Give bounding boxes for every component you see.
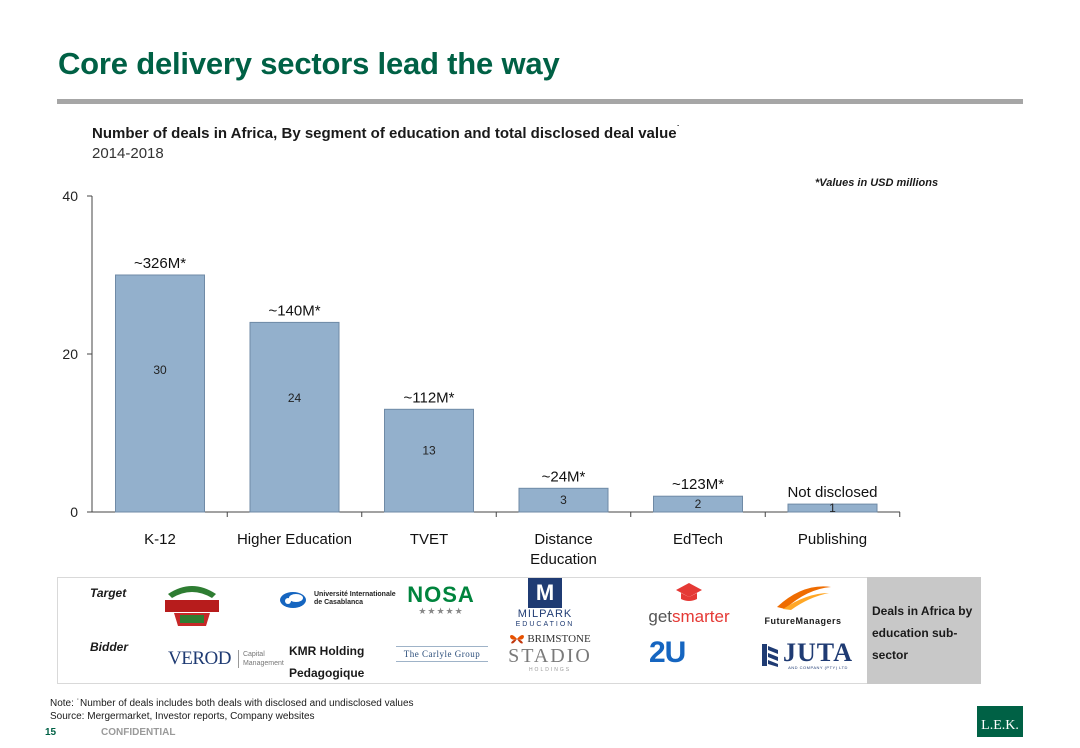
futuremanagers-target-logo: FutureManagers	[760, 581, 846, 626]
milpark-letter: M	[528, 578, 562, 608]
getsmarter-part2: smarter	[672, 607, 730, 626]
deal-value-label: ~326M*	[134, 255, 186, 272]
chart-title-marker: ˙	[676, 124, 680, 134]
uic-line1: Université Internationale	[314, 591, 396, 598]
milpark-target-logo: M MILPARK EDUCATION	[512, 578, 578, 629]
stadio-name: STADIO	[508, 645, 592, 667]
deal-value-label: Not disclosed	[787, 484, 877, 501]
kmr-bidder-logo: KMR Holding Pedagogique	[289, 640, 364, 684]
bar-value-label: 1	[829, 501, 836, 515]
k12-target-logo	[162, 580, 222, 633]
chart-subtitle: 2014-2018	[92, 145, 164, 162]
stadio-holdings: HOLDINGS	[528, 667, 572, 673]
milpark-name: MILPARK	[517, 608, 573, 620]
y-tick-label: 0	[70, 504, 78, 520]
x-tick-label: K-12	[144, 531, 176, 548]
futuremanagers-name: FutureManagers	[764, 616, 842, 626]
lek-logo: L.E.K.	[977, 706, 1023, 737]
bar	[384, 408, 474, 513]
bar-value-label: 24	[288, 391, 302, 405]
footnote-line1: Note: ˙Number of deals includes both dea…	[50, 698, 414, 709]
y-tick-label: 40	[62, 188, 78, 204]
verod-sub1: Capital	[242, 651, 265, 658]
verod-bidder-logo: VEROD Capital Management	[168, 648, 284, 670]
getsmarter-target-logo: getsmarter	[647, 581, 731, 626]
x-tick-label: Publishing	[798, 531, 867, 548]
carlyle-bidder-logo: The Carlyle Group	[396, 646, 488, 662]
uic-emblem-icon	[280, 592, 306, 608]
bar-value-label: 2	[695, 497, 702, 511]
bar-value-label: 13	[422, 443, 436, 457]
bar-value-label: 3	[560, 493, 567, 507]
bar	[249, 321, 340, 513]
side-label-box: Deals in Africa by education sub-sector	[867, 577, 981, 684]
nosa-name: NOSA	[407, 582, 475, 607]
swoosh-icon	[777, 586, 831, 610]
bar	[115, 274, 205, 513]
target-row-label: Target	[90, 586, 127, 600]
brimstone-name: BRIMSTONE	[527, 633, 591, 645]
bar	[653, 495, 743, 513]
juta-name: JUTA	[783, 638, 853, 667]
stadio-bidder-logo: BRIMSTONE STADIO HOLDINGS	[502, 633, 598, 673]
uic-line2: de Casablanca	[314, 599, 364, 606]
butterfly-icon	[510, 635, 525, 644]
deal-value-label: ~112M*	[403, 389, 454, 406]
graduation-cap-icon	[676, 583, 702, 601]
x-tick-label: TVET	[410, 531, 448, 548]
bar-value-label: 30	[153, 363, 167, 377]
uic-target-logo: Université Internationale de Casablanca	[278, 588, 396, 610]
bar	[518, 487, 609, 513]
juta-bidder-logo: JUTA AND COMPANY (PTY) LTD	[760, 640, 853, 670]
x-tick-label: Distance Education	[530, 531, 597, 568]
deal-value-label: ~140M*	[268, 302, 320, 319]
juta-sub: AND COMPANY (PTY) LTD	[788, 665, 848, 670]
deal-value-label: ~24M*	[542, 468, 586, 485]
y-tick-label: 20	[62, 346, 78, 362]
juta-book-icon	[762, 644, 778, 667]
deal-value-label: ~123M*	[672, 476, 724, 493]
chart-title-text: Number of deals in Africa, By segment of…	[92, 125, 677, 142]
value-note: *Values in USD millions	[815, 177, 939, 189]
milpark-sub: EDUCATION	[515, 621, 575, 628]
crest-logo-icon	[165, 586, 219, 626]
page-title: Core delivery sectors lead the way	[58, 46, 560, 81]
x-tick-label: EdTech	[673, 531, 723, 548]
kmr-line1: KMR Holding	[289, 644, 365, 658]
nosa-stars: ★★★★★	[418, 606, 464, 616]
bar	[787, 503, 878, 513]
nosa-target-logo: NOSA ★★★★★	[406, 584, 476, 617]
title-rule	[57, 99, 1023, 104]
footnote: Note: ˙Number of deals includes both dea…	[50, 697, 414, 723]
verod-name: VEROD	[168, 648, 231, 669]
bar-chart: 0 20 40 30 ~326M* K-12 24 ~140M* Higher Educatio…	[62, 188, 901, 568]
kmr-line2: Pedagogique	[289, 666, 365, 680]
source-line: Source: Mergermarket, Investor reports, …	[50, 711, 315, 722]
getsmarter-part1: get	[648, 607, 672, 626]
verod-sub2: Management	[242, 660, 284, 667]
page-number: 15	[45, 727, 57, 738]
2u-bidder-logo: 2U	[649, 636, 686, 669]
confidential-label: CONFIDENTIAL	[101, 727, 176, 738]
x-tick-label: Higher Education	[237, 531, 352, 548]
bidder-row-label: Bidder	[90, 640, 129, 654]
chart-title: Number of deals in Africa, By segment of…	[92, 124, 680, 142]
